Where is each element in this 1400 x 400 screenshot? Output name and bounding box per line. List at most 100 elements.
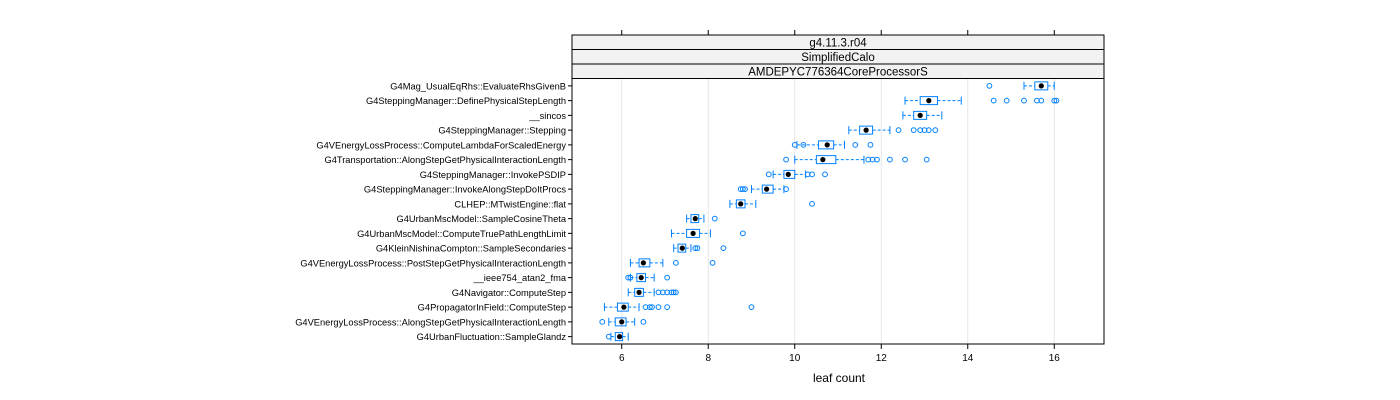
y-tick-label: G4SteppingManager::Stepping — [438, 126, 566, 136]
iqr-box — [686, 228, 701, 238]
median-dot — [917, 112, 923, 118]
median-dot — [692, 216, 698, 222]
y-tick-label: G4SteppingManager::InvokePSDIP — [420, 170, 566, 180]
x-axis-ticks: 6 8 10 12 14 16 — [619, 30, 1060, 364]
outlier-point — [711, 215, 718, 222]
outlier-point — [709, 259, 716, 266]
outlier-point — [640, 318, 647, 325]
panel-strips: g4.11.3.r04 SimplifiedCalo AMDEPYC776364Co… — [571, 34, 1105, 79]
iqr-box — [1034, 81, 1049, 91]
median-dot — [636, 289, 642, 295]
box-16 — [599, 317, 647, 327]
outlier-point — [664, 274, 671, 281]
grid-lines — [621, 78, 1055, 344]
outlier-point — [822, 171, 828, 178]
outlier-point — [867, 141, 874, 148]
y-tick-label: G4UrbanMscModel::SampleCosineTheta — [397, 214, 567, 224]
outlier-point — [625, 274, 632, 281]
y-tick-label: G4UrbanMscModel::ComputeTruePathLengthLi… — [357, 229, 566, 239]
outlier-point — [783, 156, 789, 163]
x-tick-label: 6 — [619, 353, 625, 364]
median-dot — [764, 186, 770, 192]
x-axis-label: leaf count — [813, 371, 866, 385]
y-tick-label: G4SteppingManager::InvokeAlongStepDoItPr… — [364, 185, 566, 195]
y-axis-labels: G4Mag_UsualEqRhs::EvaluateRhsGivenBG4Ste… — [295, 81, 572, 342]
iqr-box — [735, 199, 746, 209]
outlier-point — [986, 82, 993, 89]
iqr-box — [638, 258, 651, 268]
outlier-point — [672, 259, 679, 266]
iqr-box — [919, 96, 938, 106]
outlier-point — [783, 186, 789, 193]
outlier-point — [809, 200, 815, 207]
x-tick-label: 10 — [789, 353, 801, 364]
median-dot — [1038, 83, 1044, 89]
outlier-point — [1053, 97, 1060, 104]
outlier-point — [599, 318, 606, 325]
outlier-point — [1003, 97, 1010, 104]
x-tick-label: 8 — [705, 353, 711, 364]
y-tick-label: __ieee754_atan2_fma — [472, 273, 566, 283]
strip-label: g4.11.3.r04 — [809, 38, 867, 50]
outlier-point — [748, 304, 755, 311]
median-dot — [785, 171, 791, 177]
outlier-point — [1021, 97, 1027, 104]
box-0 — [986, 81, 1055, 91]
box-14 — [627, 287, 679, 297]
outlier-point — [874, 156, 880, 163]
box-9 — [686, 214, 718, 224]
outlier-point — [672, 289, 679, 296]
iqr-box — [614, 332, 624, 342]
outlier-point — [990, 97, 997, 104]
outlier-point — [670, 289, 677, 296]
median-dot — [638, 275, 644, 281]
median-dot — [820, 157, 826, 163]
outlier-point — [1038, 97, 1045, 104]
y-tick-label: G4Mag_UsualEqRhs::EvaluateRhsGivenB — [390, 81, 566, 91]
panel-frame — [571, 34, 1105, 345]
outlier-point — [800, 141, 807, 148]
box-17 — [605, 332, 629, 342]
iqr-box — [913, 110, 928, 120]
outlier-point — [739, 186, 746, 193]
outlier-point — [895, 127, 902, 134]
outlier-point — [902, 156, 908, 163]
outlier-point — [925, 127, 932, 134]
box-3 — [848, 125, 939, 135]
median-dot — [824, 142, 830, 148]
outlier-point — [692, 245, 699, 252]
box-15 — [603, 302, 755, 312]
box-11 — [673, 243, 727, 253]
outlier-point — [742, 186, 748, 193]
iqr-box — [690, 214, 700, 224]
strip-label: SimplifiedCalo — [801, 52, 875, 64]
outlier-point — [765, 171, 772, 178]
outlier-point — [1051, 97, 1058, 104]
y-tick-label: G4VEnergyLossProcess::ComputeLambdaForSc… — [316, 140, 566, 150]
outlier-point — [739, 230, 746, 237]
iqr-box — [677, 243, 687, 253]
y-tick-label: G4VEnergyLossProcess::AlongStepGetPhysic… — [295, 317, 566, 327]
outlier-point — [923, 156, 930, 163]
y-tick-label: G4Navigator::ComputeStep — [452, 288, 566, 298]
median-dot — [926, 98, 932, 104]
outlier-point — [809, 171, 815, 178]
box-13 — [625, 273, 671, 283]
iqr-box — [818, 140, 835, 150]
plot-area — [599, 81, 1060, 342]
iqr-box — [634, 287, 644, 297]
outlier-point — [720, 245, 727, 252]
outlier-point — [887, 156, 893, 163]
iqr-box — [616, 302, 629, 312]
iqr-box — [636, 273, 647, 283]
box-7 — [737, 184, 789, 194]
y-tick-label: CLHEP::MTwistEngine::flat — [454, 199, 566, 209]
box-6 — [765, 169, 828, 179]
box-8 — [729, 199, 815, 209]
median-dot — [616, 334, 623, 340]
median-dot — [621, 304, 627, 310]
median-dot — [640, 260, 646, 266]
y-tick-label: G4SteppingManager::DefinePhysicalStepLen… — [366, 96, 566, 106]
iqr-box — [614, 317, 627, 327]
